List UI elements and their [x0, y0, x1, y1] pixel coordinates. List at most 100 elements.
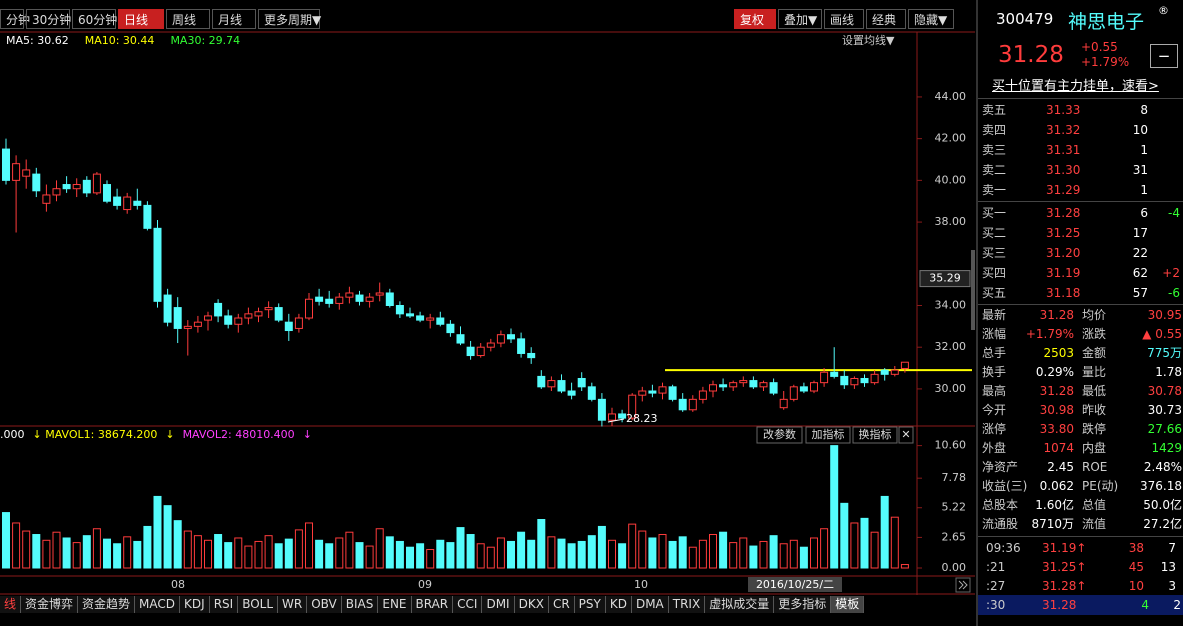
tab[interactable]: 线 [0, 596, 22, 613]
order-label: 卖三 [982, 143, 1007, 157]
tab[interactable]: DMI [482, 596, 515, 613]
candle-body [678, 398, 687, 411]
tab[interactable]: PSY [574, 596, 606, 613]
volume-bar [92, 528, 101, 569]
tab[interactable]: MACD [135, 596, 181, 613]
tab[interactable]: DMA [631, 596, 669, 613]
stat-value: 31.28 [1039, 384, 1074, 398]
stat-label: 外盘 [982, 441, 1007, 455]
tab[interactable]: CR [548, 596, 575, 613]
order-row: 买三 31.20 22 [978, 243, 1178, 263]
volume-bar [274, 543, 283, 569]
date-box [748, 577, 842, 592]
order-price: 31.28 [1046, 206, 1081, 220]
tool-button[interactable]: 复权 [734, 9, 776, 29]
indicator-button[interactable] [898, 426, 914, 444]
order-label: 买三 [982, 246, 1007, 260]
quote-header: 300479 神思电子 ® [978, 0, 1183, 40]
candle-body [375, 292, 384, 296]
volume-bar [608, 539, 616, 569]
collapse-button[interactable]: − [1150, 44, 1178, 68]
candle-body [698, 390, 707, 400]
candle-body [608, 413, 616, 421]
notice[interactable]: 买十位置有主力挂单，速看> [992, 79, 1159, 94]
candle-body [2, 148, 10, 181]
candle-body [264, 307, 273, 311]
stat-row: 收益(三) 0.062 PE(动) 376.18 [978, 476, 1182, 496]
candle-body [658, 386, 667, 394]
volume-bar [315, 539, 324, 569]
stock-code: 300479 [996, 10, 1054, 28]
volume-bar [426, 549, 435, 569]
order-volume: 6 [1140, 206, 1148, 220]
change: +0.55 [1081, 40, 1118, 54]
candle-body [153, 227, 162, 302]
candle-body [880, 369, 889, 375]
stat-label: 均价 [1082, 308, 1107, 322]
period-button[interactable]: 更多周期▼ [258, 9, 321, 29]
tab[interactable]: 模板 [831, 596, 865, 613]
period-button[interactable]: 周线 [166, 9, 210, 29]
stat-label: 昨收 [1082, 403, 1107, 417]
indicator-button[interactable] [805, 426, 851, 444]
tab[interactable]: BIAS [341, 596, 379, 613]
tab[interactable]: TRIX [668, 596, 706, 613]
candle-body [426, 317, 435, 321]
volume-bar [193, 535, 202, 569]
volume-bar [406, 546, 414, 569]
tab[interactable]: 虚拟成交量 [705, 596, 775, 613]
indicator-button[interactable] [852, 426, 898, 444]
tool-button[interactable]: 画线 [824, 9, 864, 29]
tab[interactable]: WR [278, 596, 308, 613]
order-volume: 62 [1132, 266, 1148, 280]
volume-bar [648, 537, 657, 569]
order-change: -4 [1168, 206, 1180, 220]
volume-bar [82, 535, 91, 569]
indicator-button[interactable] [756, 426, 803, 444]
order-row: 卖一 31.29 1 [978, 180, 1178, 200]
tab[interactable]: 资金博弈 [21, 596, 79, 613]
tab[interactable]: 资金趋势 [78, 596, 136, 613]
candle-body [365, 296, 374, 302]
stat-row: 今开 30.98 昨收 30.73 [978, 400, 1182, 420]
tool-button[interactable]: 经典 [866, 9, 906, 29]
indicator-button-label: ✕ [901, 428, 910, 441]
stat-label: 总股本 [982, 498, 1019, 512]
candle-body [810, 382, 818, 392]
tab[interactable]: ENE [378, 596, 412, 613]
tab[interactable]: 更多指标 [774, 596, 832, 613]
tab[interactable]: OBV [307, 596, 342, 613]
last-price: 31.28 [998, 42, 1064, 68]
tab[interactable]: KD [605, 596, 632, 613]
tab[interactable]: CCI [453, 596, 483, 613]
candle-body [567, 390, 576, 396]
tab[interactable]: KDJ [180, 596, 210, 613]
period-button[interactable]: 分钟 [0, 9, 30, 29]
period-button[interactable]: 月线 [212, 9, 256, 29]
cursor-price: 35.29 [929, 272, 961, 285]
period-button[interactable]: 30分钟 [26, 9, 71, 29]
tab[interactable]: RSI [209, 596, 239, 613]
volume-bar [587, 535, 596, 569]
candle-body [597, 398, 606, 421]
set-ma[interactable]: 设置均线▼ [842, 33, 895, 47]
candle-body [476, 346, 485, 357]
volume-bar [133, 540, 142, 569]
tab[interactable]: BRAR [411, 596, 454, 613]
tick-count: 2 [1173, 598, 1181, 612]
tool-button[interactable]: 隐藏▼ [908, 9, 954, 29]
tick-price: 31.28 [1042, 598, 1077, 612]
order-volume: 10 [1132, 123, 1148, 137]
stat-label: 涨跌 [1082, 327, 1107, 341]
volume-bar [567, 543, 576, 569]
candle-body [325, 298, 334, 304]
quote-panel: 300479 神思电子 ® 31.28 +0.55 +1.79% − 买十位置有主力挂单，速看… [976, 0, 1183, 626]
tool-button[interactable]: 叠加▼ [778, 9, 822, 29]
period-button[interactable]: 日线 [118, 9, 164, 29]
order-price: 31.32 [1046, 123, 1081, 137]
tab[interactable]: BOLL [238, 596, 279, 613]
candle-body [163, 294, 172, 323]
tab[interactable]: DKX [514, 596, 549, 613]
chevron [958, 580, 964, 590]
period-button[interactable]: 60分钟 [72, 9, 117, 29]
